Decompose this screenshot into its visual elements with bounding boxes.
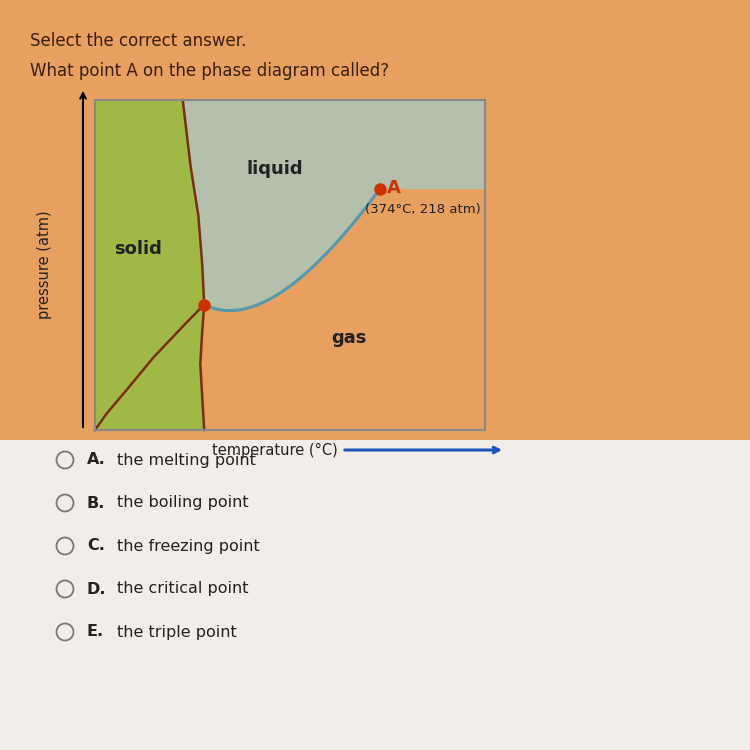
Bar <box>95 100 485 430</box>
Text: gas: gas <box>331 328 366 346</box>
Polygon shape <box>183 100 485 310</box>
Text: D.: D. <box>87 581 106 596</box>
Text: the melting point: the melting point <box>117 452 256 467</box>
Text: C.: C. <box>87 538 105 554</box>
Text: E.: E. <box>87 625 104 640</box>
Text: liquid: liquid <box>246 160 303 178</box>
Bar <box>95 100 485 430</box>
Text: pressure (atm): pressure (atm) <box>38 211 52 320</box>
Text: the freezing point: the freezing point <box>117 538 260 554</box>
Text: solid: solid <box>114 239 162 257</box>
Text: the boiling point: the boiling point <box>117 496 248 511</box>
Text: temperature (°C): temperature (°C) <box>212 442 338 458</box>
Text: A: A <box>387 179 400 197</box>
Text: the critical point: the critical point <box>117 581 248 596</box>
Polygon shape <box>95 100 204 430</box>
Text: the triple point: the triple point <box>117 625 237 640</box>
Text: B.: B. <box>87 496 105 511</box>
Text: (374°C, 218 atm): (374°C, 218 atm) <box>364 203 481 216</box>
Text: A.: A. <box>87 452 106 467</box>
Bar <box>0 440 750 750</box>
Text: Select the correct answer.: Select the correct answer. <box>30 32 246 50</box>
Text: What point A on the phase diagram called?: What point A on the phase diagram called… <box>30 62 389 80</box>
